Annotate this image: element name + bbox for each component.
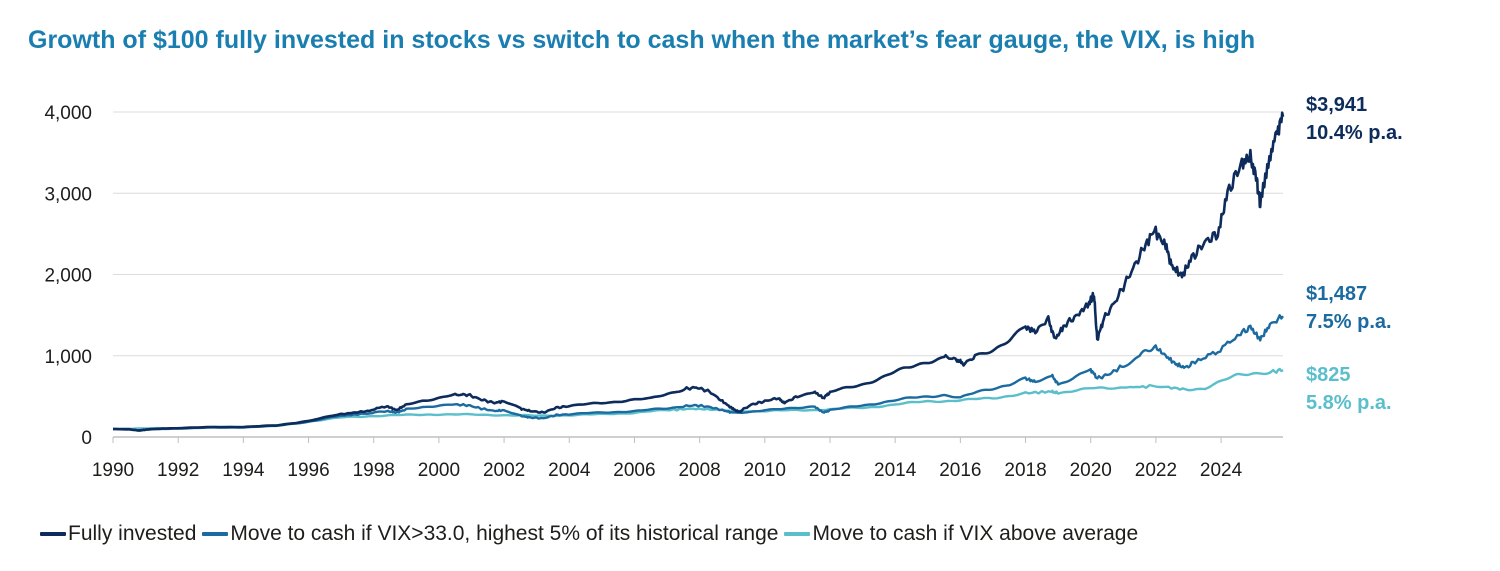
y-tick-label: 2,000 — [44, 266, 92, 287]
legend: Fully invested Move to cash if VIX>33.0,… — [40, 522, 1144, 546]
x-tick-label: 2014 — [874, 460, 917, 481]
x-tick-label: 1992 — [157, 460, 199, 481]
chart-title: Growth of $100 fully invested in stocks … — [28, 26, 1256, 54]
x-tick-label: 2018 — [1004, 460, 1046, 481]
y-tick-label: 0 — [81, 428, 92, 449]
x-tick-label: 2004 — [548, 460, 591, 481]
legend-item-vix-above-average: Move to cash if VIX above average — [784, 522, 1138, 546]
end-value-label-vix-above-average: $825 — [1306, 364, 1351, 386]
legend-label-vix-33: Move to cash if VIX>33.0, highest 5% of … — [230, 522, 779, 545]
x-tick-label: 2024 — [1200, 460, 1243, 481]
legend-item-vix-33: Move to cash if VIX>33.0, highest 5% of … — [202, 522, 778, 546]
x-tick-label: 2008 — [678, 460, 720, 481]
x-tick-label: 1994 — [222, 460, 265, 481]
x-tick-label: 2002 — [483, 460, 525, 481]
end-rate-label-vix-above-average: 5.8% p.a. — [1306, 392, 1392, 414]
x-tick-label: 2022 — [1135, 460, 1177, 481]
legend-label-vix-above-average: Move to cash if VIX above average — [812, 522, 1139, 545]
end-value-label-fully-invested: $3,941 — [1306, 94, 1367, 116]
x-tick-label: 2006 — [613, 460, 655, 481]
legend-swatch-vix-above-average — [784, 532, 811, 536]
legend-item-fully-invested: Fully invested — [40, 522, 196, 546]
legend-swatch-vix-33 — [202, 532, 229, 536]
y-tick-label: 1,000 — [44, 347, 92, 368]
legend-swatch-fully-invested — [40, 532, 66, 536]
end-rate-label-fully-invested: 10.4% p.a. — [1306, 122, 1403, 144]
x-tick-label: 1998 — [353, 460, 395, 481]
end-value-label-vix-33: $1,487 — [1306, 283, 1367, 305]
end-rate-label-vix-33: 7.5% p.a. — [1306, 311, 1392, 333]
x-tick-label: 2012 — [809, 460, 851, 481]
x-tick-label: 1990 — [92, 460, 134, 481]
x-tick-label: 2020 — [1070, 460, 1112, 481]
series-line-vix-33 — [113, 314, 1284, 432]
y-tick-label: 3,000 — [44, 184, 92, 205]
y-tick-label: 4,000 — [44, 103, 92, 124]
x-tick-label: 2016 — [939, 460, 981, 481]
series-line-fully-invested — [112, 111, 1285, 432]
x-tick-label: 2000 — [418, 460, 460, 481]
x-tick-label: 1996 — [287, 460, 329, 481]
series-line-vix-above-average — [112, 367, 1284, 431]
x-tick-label: 2010 — [744, 460, 786, 481]
legend-label-fully-invested: Fully invested — [68, 522, 197, 545]
